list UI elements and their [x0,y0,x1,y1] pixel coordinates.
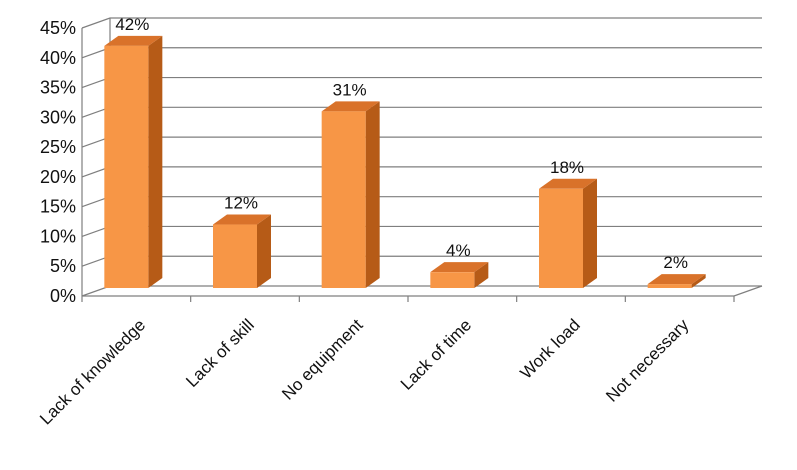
gridline [82,78,762,88]
y-tick-label: 45% [40,18,76,38]
gridline [82,48,762,58]
y-tick-label: 5% [50,256,76,276]
x-category-label: Work load [516,315,583,382]
y-tick-label: 40% [40,48,76,68]
data-label: 4% [446,241,471,260]
bar-front-face [430,272,474,288]
bar-front-face [213,225,257,288]
x-category-label: Lack of time [397,315,475,393]
data-label: 2% [663,253,688,272]
data-label: 31% [333,80,367,99]
y-tick-label: 35% [40,78,76,98]
gridline [82,107,762,117]
gridline [82,167,762,177]
x-category-label: No equipment [278,315,366,403]
bar-front-face [322,111,366,288]
y-tick-label: 30% [40,107,76,127]
x-axis-category-labels: Lack of knowledge Lack of skill No equipme… [36,315,693,428]
bar [430,262,488,288]
y-tick-label: 20% [40,167,76,187]
bar-front-face [104,46,148,288]
bar [322,101,380,288]
bar [213,215,271,288]
data-label: 12% [224,194,258,213]
bar [539,179,597,288]
gridline [82,18,762,28]
data-label: 42% [115,15,149,34]
y-tick-label: 0% [50,286,76,306]
gridlines [82,18,762,296]
gridline [82,256,762,266]
bar-front-face [648,284,692,288]
bar [104,36,162,288]
y-tick-label: 25% [40,137,76,157]
bar-side-face [366,101,380,288]
x-category-label: Lack of knowledge [36,315,149,428]
gridline [82,137,762,147]
bar-side-face [583,179,597,288]
gridline [82,226,762,236]
y-axis-tick-labels: 0% 5% 10% 15% 20% 25% 30% 35% 40% 45% [40,18,76,306]
bars [104,36,705,288]
y-tick-label: 15% [40,197,76,217]
bar-side-face [257,215,271,288]
axes [82,18,762,302]
x-category-label: Lack of skill [182,315,258,391]
y-tick-label: 10% [40,226,76,246]
x-category-label: Not necessary [602,315,693,406]
data-label: 18% [550,158,584,177]
data-labels: 42% 12% 31% 4% 18% 2% [115,15,688,272]
bar-front-face [539,189,583,288]
bar-side-face [148,36,162,288]
gridline [82,197,762,207]
